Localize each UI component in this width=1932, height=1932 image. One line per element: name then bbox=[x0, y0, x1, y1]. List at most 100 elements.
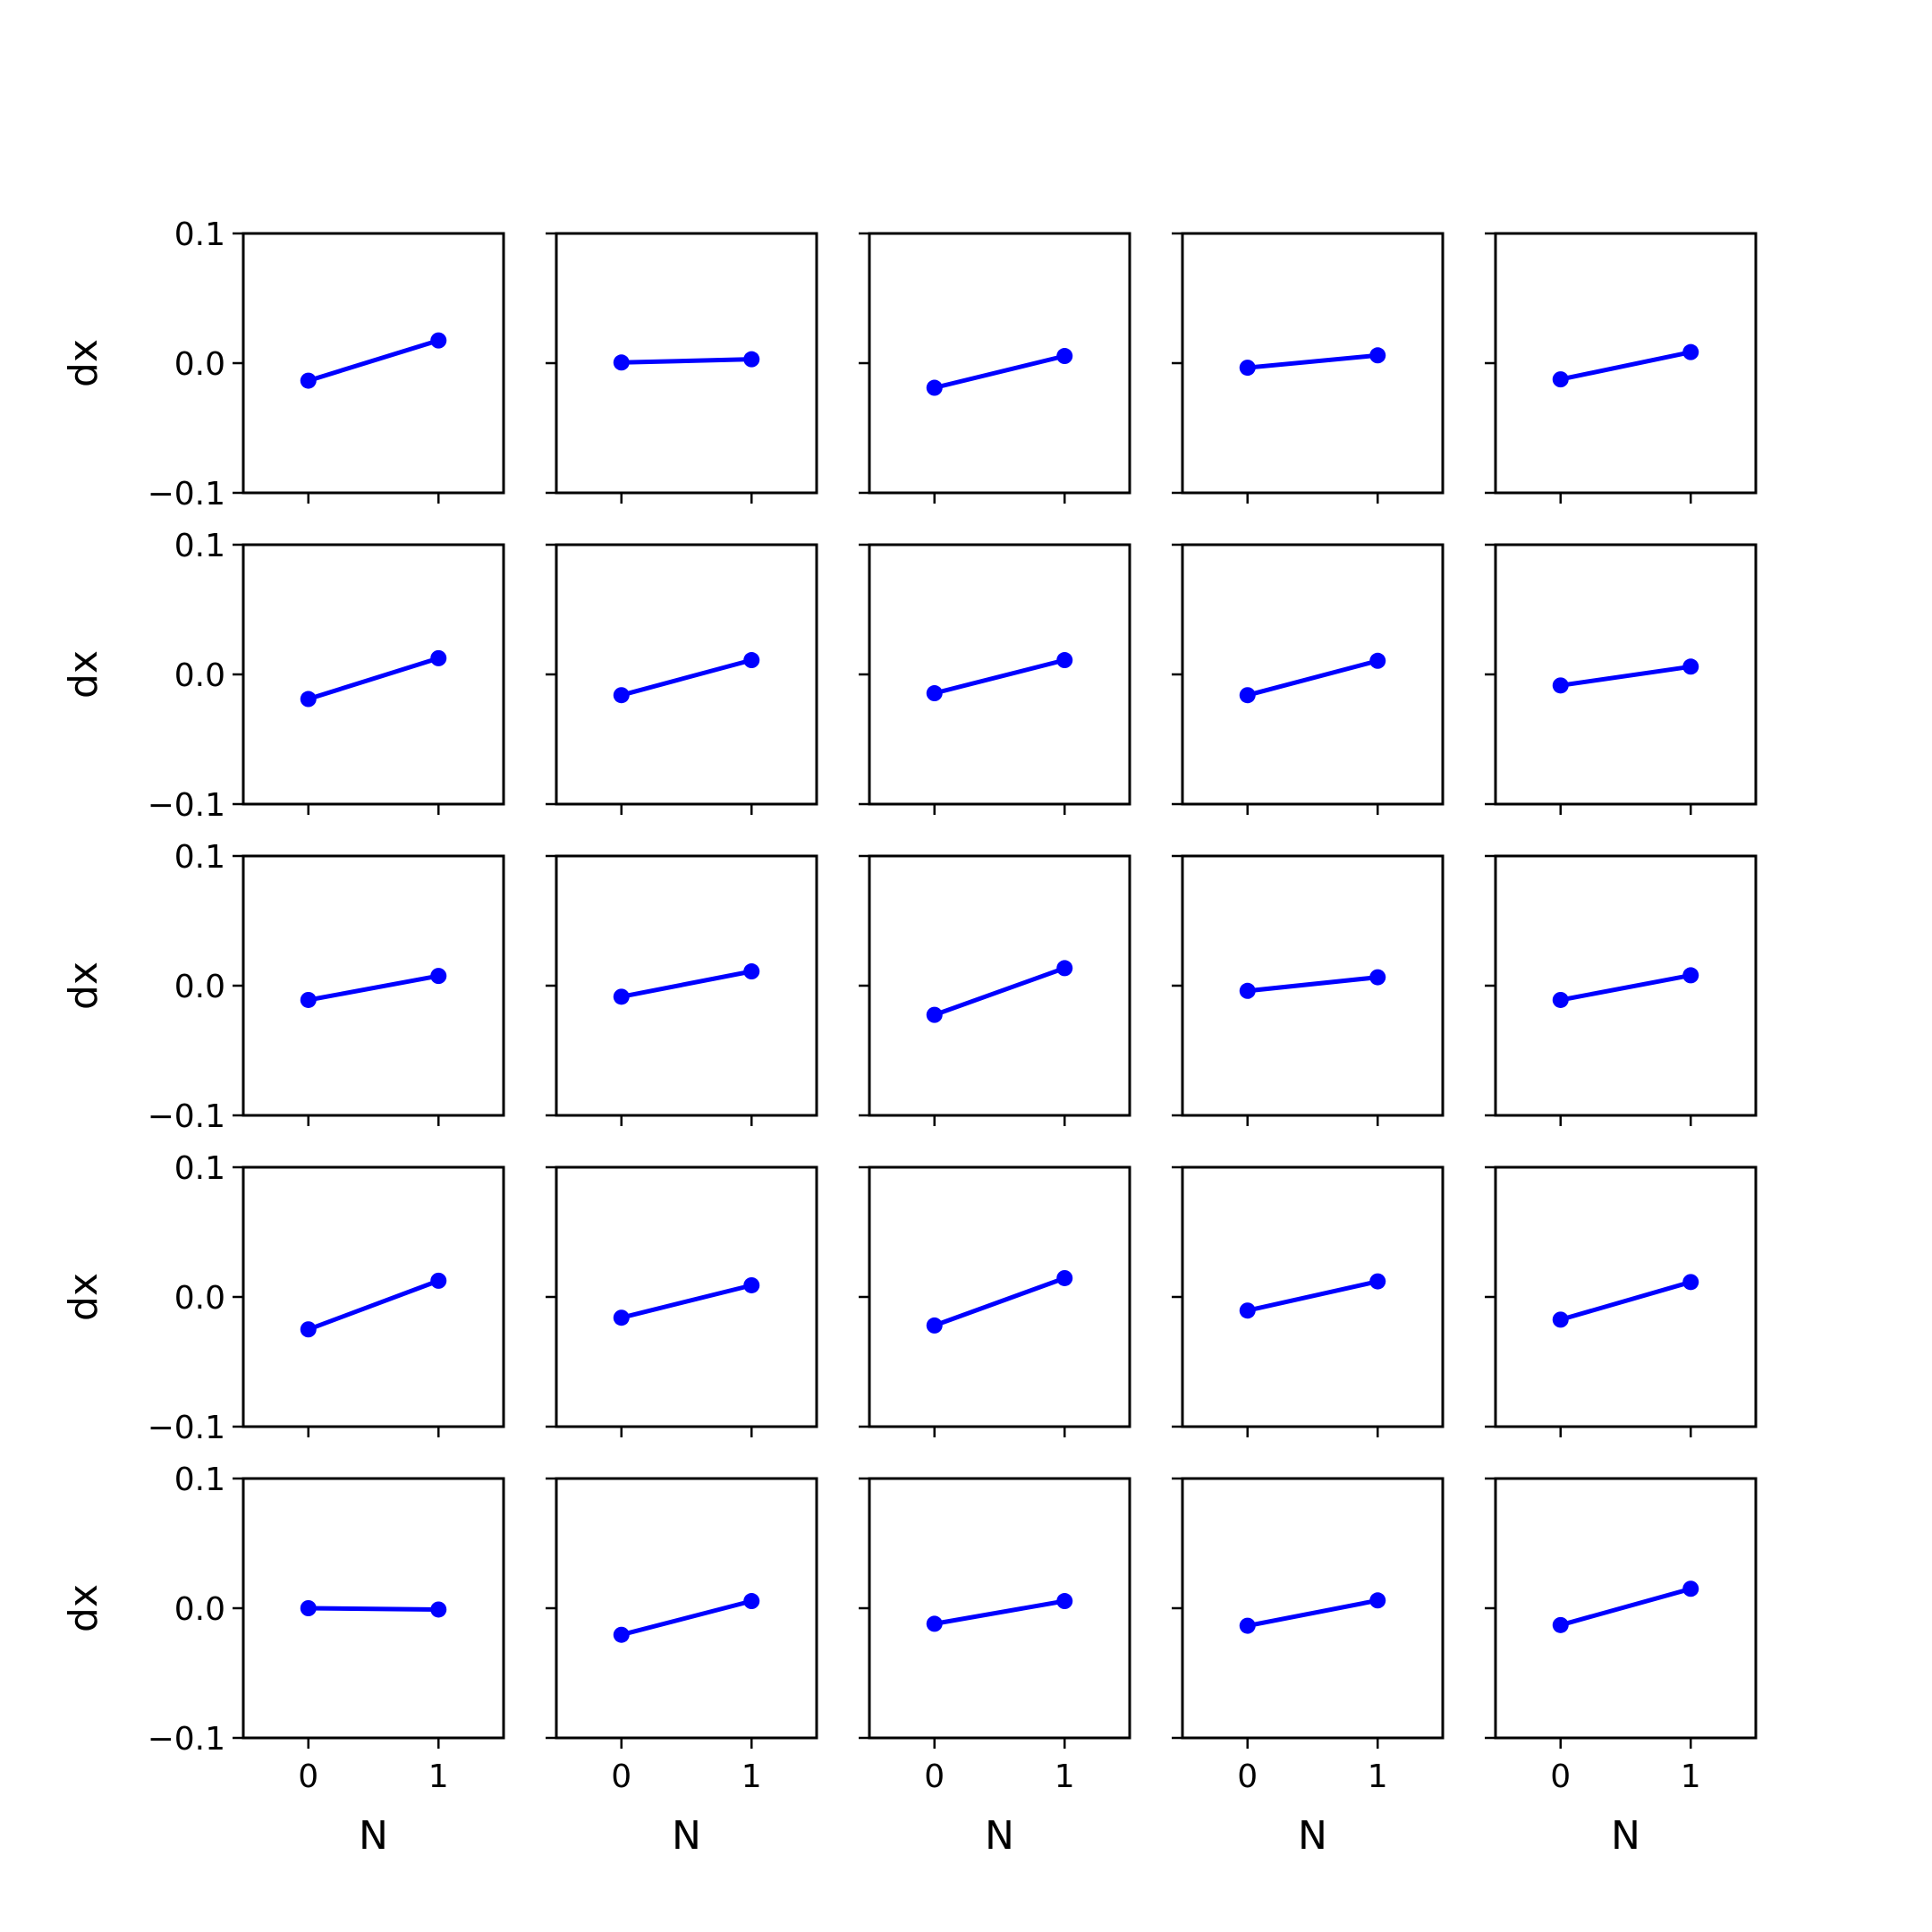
x-tick-label: 1 bbox=[1055, 1758, 1075, 1795]
axes-frame bbox=[555, 1165, 818, 1428]
data-point bbox=[1682, 343, 1699, 360]
series-line bbox=[1560, 1279, 1691, 1322]
series-line bbox=[308, 656, 440, 701]
subplot-panel bbox=[1485, 543, 1758, 815]
data-point bbox=[1239, 982, 1256, 999]
series-line bbox=[1247, 1279, 1378, 1313]
subplot-grid: 0.10.0−0.1dx0.10.0−0.1dx0.10.0−0.1dx0.10… bbox=[61, 216, 1758, 1859]
data-point bbox=[300, 1321, 317, 1338]
subplot-panel bbox=[859, 854, 1131, 1126]
subplot-panel bbox=[859, 232, 1131, 504]
data-point bbox=[926, 1317, 943, 1334]
data-point bbox=[430, 332, 447, 349]
x-tick-label: 0 bbox=[298, 1758, 318, 1795]
subplot-panel: 0 1 N bbox=[546, 1477, 818, 1859]
data-point bbox=[300, 372, 317, 389]
subplot-panel bbox=[546, 1165, 818, 1437]
x-tick-label: 1 bbox=[1681, 1758, 1701, 1795]
x-axis-label: N bbox=[985, 1813, 1014, 1859]
data-point bbox=[613, 354, 630, 371]
data-point bbox=[1552, 371, 1569, 388]
y-tick-label: 0.0 bbox=[174, 657, 225, 694]
series-line bbox=[621, 1283, 752, 1320]
series-line bbox=[1560, 664, 1691, 688]
axes-frame bbox=[555, 1477, 818, 1740]
x-tick-label: 0 bbox=[1550, 1758, 1571, 1795]
x-tick-label: 0 bbox=[924, 1758, 945, 1795]
y-axis-label: dx bbox=[61, 650, 106, 699]
axes-frame bbox=[1494, 232, 1758, 495]
y-tick-label: 0.0 bbox=[174, 1280, 225, 1317]
subplot-panel: 0.1 0.0 −0.1 dx bbox=[61, 839, 505, 1135]
subplot-panel bbox=[859, 543, 1131, 815]
data-point bbox=[926, 685, 943, 702]
data-point bbox=[743, 351, 760, 368]
data-point bbox=[430, 1601, 447, 1618]
data-point bbox=[1552, 991, 1569, 1008]
data-point bbox=[430, 649, 447, 666]
axes-frame bbox=[868, 232, 1131, 495]
y-tick-label: 0.0 bbox=[174, 969, 225, 1005]
subplot-panel bbox=[1172, 543, 1445, 815]
data-point bbox=[1056, 652, 1073, 669]
data-point bbox=[743, 1593, 760, 1610]
subplot-panel bbox=[546, 543, 818, 815]
series-line bbox=[308, 973, 439, 1003]
subplot-panel: 0 1 N bbox=[1485, 1477, 1758, 1859]
data-point bbox=[1369, 347, 1386, 364]
data-point bbox=[613, 988, 630, 1005]
subplot-panel bbox=[1172, 854, 1445, 1126]
series-line bbox=[621, 969, 752, 999]
subplot-panel bbox=[1172, 232, 1445, 504]
data-point bbox=[613, 1626, 630, 1643]
series-line bbox=[621, 357, 752, 365]
y-axis-label: dx bbox=[61, 962, 106, 1010]
y-tick-label: 0.0 bbox=[174, 346, 225, 383]
y-axis-label: dx bbox=[61, 339, 106, 387]
data-point bbox=[1552, 677, 1569, 694]
series-line bbox=[1560, 350, 1691, 382]
data-point bbox=[743, 652, 760, 669]
data-point bbox=[1552, 1616, 1569, 1633]
x-tick-label: 1 bbox=[741, 1758, 762, 1795]
series-line bbox=[1247, 975, 1378, 994]
data-point bbox=[1239, 687, 1256, 704]
data-point bbox=[926, 379, 943, 396]
y-tick-label: −0.1 bbox=[148, 1098, 225, 1135]
data-point bbox=[613, 1309, 630, 1326]
series-line bbox=[1560, 972, 1691, 1003]
data-point bbox=[1056, 960, 1073, 977]
x-axis-label: N bbox=[1298, 1813, 1327, 1859]
subplot-panel: 0.1 0.0 −0.1 dx bbox=[61, 528, 505, 824]
axes-frame bbox=[555, 232, 818, 495]
data-point bbox=[1682, 967, 1699, 984]
data-point bbox=[1369, 652, 1386, 669]
axes-frame bbox=[1181, 1477, 1445, 1740]
data-point bbox=[430, 1272, 447, 1289]
x-axis-label: N bbox=[672, 1813, 701, 1859]
series-line bbox=[308, 1606, 439, 1612]
x-tick-label: 0 bbox=[611, 1758, 631, 1795]
subplot-panel bbox=[1485, 854, 1758, 1126]
data-point bbox=[1239, 360, 1256, 377]
data-point bbox=[300, 1600, 317, 1616]
x-tick-label: 1 bbox=[1368, 1758, 1388, 1795]
data-point bbox=[926, 1615, 943, 1632]
series-line bbox=[621, 657, 752, 698]
series-line bbox=[934, 353, 1065, 390]
y-tick-label: 0.1 bbox=[174, 528, 225, 564]
series-line bbox=[1247, 658, 1378, 698]
data-point bbox=[1239, 1617, 1256, 1634]
data-point bbox=[1369, 969, 1386, 986]
y-tick-label: 0.1 bbox=[174, 216, 225, 253]
series-line bbox=[307, 1278, 440, 1332]
data-point bbox=[1056, 1269, 1073, 1286]
data-point bbox=[1682, 1274, 1699, 1291]
axes-frame bbox=[868, 854, 1131, 1117]
data-point bbox=[743, 963, 760, 980]
axes-frame bbox=[1181, 543, 1445, 806]
y-tick-label: 0.0 bbox=[174, 1591, 225, 1628]
data-point bbox=[613, 687, 630, 704]
axes-frame bbox=[242, 1165, 505, 1428]
axes-frame bbox=[1494, 1165, 1758, 1428]
